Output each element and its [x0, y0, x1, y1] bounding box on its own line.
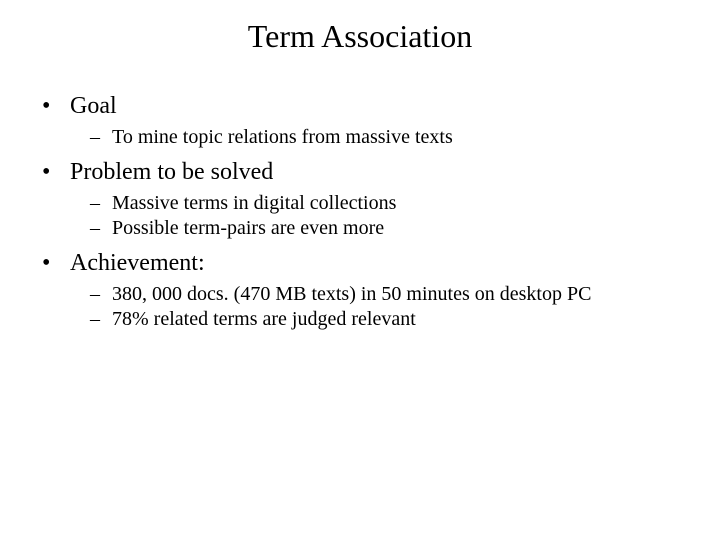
bullet-goal: • Goal — [42, 93, 700, 120]
subbullet-problem-1: – Possible term-pairs are even more — [90, 217, 700, 240]
bullet-label: Goal — [70, 93, 117, 120]
bullet-icon: • — [42, 250, 70, 277]
subbullet-achievement-1: – 78% related terms are judged relevant — [90, 308, 700, 331]
dash-icon: – — [90, 126, 112, 149]
slide-title: Term Association — [0, 0, 720, 83]
subbullet-problem-0: – Massive terms in digital collections — [90, 192, 700, 215]
subbullet-goal-0: – To mine topic relations from massive t… — [90, 126, 700, 149]
section-achievement: • Achievement: – 380, 000 docs. (470 MB … — [42, 250, 700, 331]
bullet-achievement: • Achievement: — [42, 250, 700, 277]
section-problem: • Problem to be solved – Massive terms i… — [42, 159, 700, 240]
dash-icon: – — [90, 283, 112, 306]
bullet-label: Achievement: — [70, 250, 205, 277]
subbullet-label: 380, 000 docs. (470 MB texts) in 50 minu… — [112, 283, 591, 306]
bullet-label: Problem to be solved — [70, 159, 273, 186]
dash-icon: – — [90, 217, 112, 240]
bullet-icon: • — [42, 93, 70, 120]
subbullet-label: Massive terms in digital collections — [112, 192, 396, 215]
subbullet-label: 78% related terms are judged relevant — [112, 308, 416, 331]
subbullet-label: To mine topic relations from massive tex… — [112, 126, 453, 149]
dash-icon: – — [90, 192, 112, 215]
dash-icon: – — [90, 308, 112, 331]
slide-content: • Goal – To mine topic relations from ma… — [0, 93, 720, 331]
bullet-icon: • — [42, 159, 70, 186]
section-goal: • Goal – To mine topic relations from ma… — [42, 93, 700, 149]
subbullet-label: Possible term-pairs are even more — [112, 217, 384, 240]
bullet-problem: • Problem to be solved — [42, 159, 700, 186]
subbullet-achievement-0: – 380, 000 docs. (470 MB texts) in 50 mi… — [90, 283, 700, 306]
slide: Term Association • Goal – To mine topic … — [0, 0, 720, 540]
